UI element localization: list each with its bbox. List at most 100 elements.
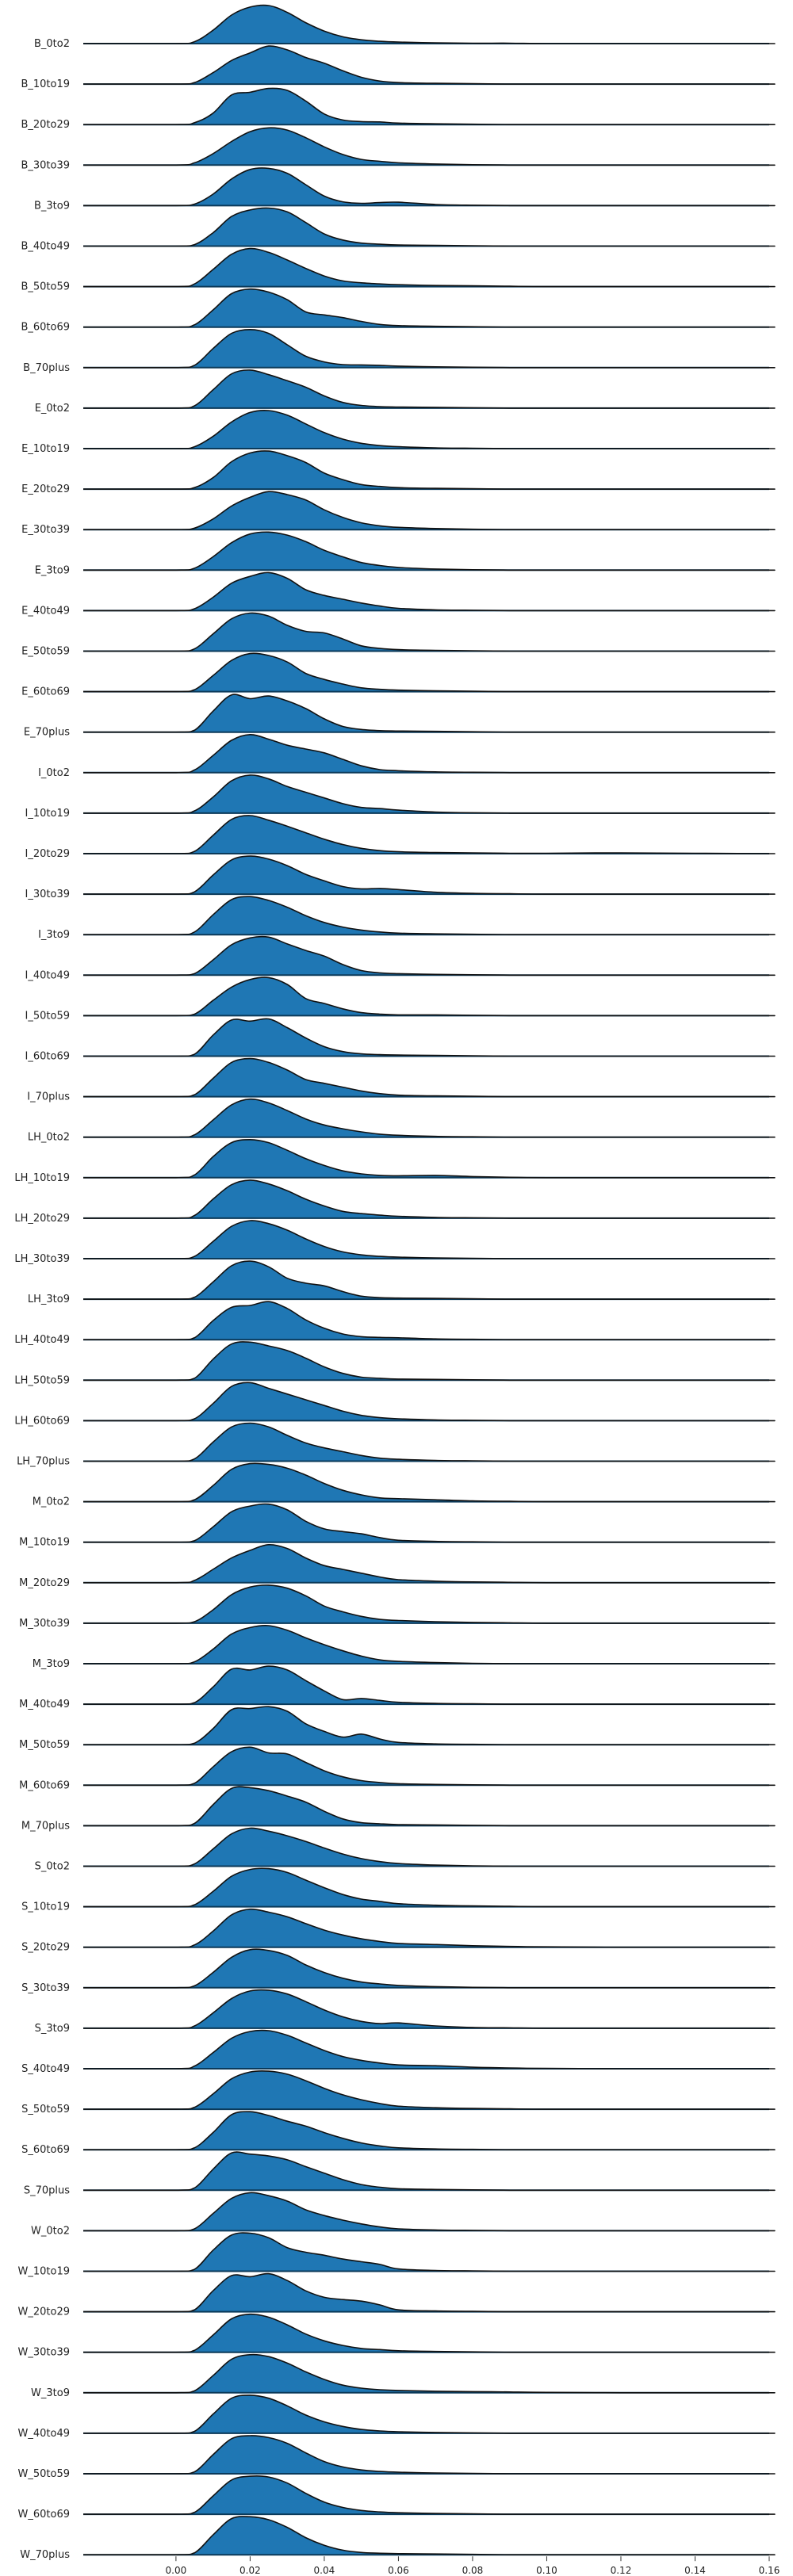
ridge-label: I_60to69 xyxy=(25,1051,70,1063)
ridge-row: M_0to2 xyxy=(33,1462,776,1508)
ridge-outline xyxy=(83,2313,776,2353)
ridge-outline xyxy=(82,612,776,652)
ridge-row: LH_70plus xyxy=(17,1422,776,1468)
ridge-label: LH_10to19 xyxy=(14,1172,70,1184)
ridge-label: M_3to9 xyxy=(33,1658,70,1670)
x-tick-label: 0.16 xyxy=(759,2565,780,2576)
ridge-area xyxy=(83,2516,775,2555)
ridge-outline xyxy=(82,896,776,936)
ridge-label: S_70plus xyxy=(24,2184,70,2196)
ridge-row: I_20to29 xyxy=(25,815,776,860)
ridge-row: W_40to49 xyxy=(18,2394,776,2440)
ridge-row: S_0to2 xyxy=(35,1827,776,1873)
ridge-outline xyxy=(82,1706,776,1746)
ridge-outline xyxy=(82,329,776,369)
ridge-outline xyxy=(82,1543,776,1584)
ridge-outline xyxy=(82,1179,776,1219)
ridge-area xyxy=(83,289,775,327)
ridge-area xyxy=(83,1382,775,1421)
ridge-outline xyxy=(83,531,776,571)
ridge-row: I_3to9 xyxy=(38,896,776,941)
ridge-area xyxy=(83,2233,775,2272)
ridge-area xyxy=(83,1301,775,1340)
ridge-label: W_60to69 xyxy=(18,2509,71,2521)
ridge-label: E_70plus xyxy=(24,727,70,739)
ridge-area xyxy=(83,167,775,206)
ridge-outline xyxy=(83,167,776,207)
ridge-outline xyxy=(83,977,776,1017)
ridge-label: E_20to29 xyxy=(21,483,70,495)
ridge-outline xyxy=(83,733,776,774)
ridge-label: B_60to69 xyxy=(21,322,70,334)
ridge-label: W_30to39 xyxy=(18,2347,71,2359)
ridge-outline xyxy=(83,1908,776,1948)
ridge-label: B_40to49 xyxy=(21,241,70,253)
ridge-row: E_20to29 xyxy=(21,450,776,495)
ridge-row: E_10to19 xyxy=(21,409,776,455)
ridge-row: I_30to39 xyxy=(25,855,776,900)
ridge-outline xyxy=(83,1018,776,1057)
ridge-area xyxy=(83,46,775,85)
ridge-outline xyxy=(83,1462,776,1503)
ridge-row: I_60to69 xyxy=(25,1018,776,1063)
ridge-label: LH_3to9 xyxy=(28,1294,70,1305)
ridge-outline xyxy=(83,247,776,288)
ridge-row: E_0to2 xyxy=(35,369,776,415)
ridge-area xyxy=(83,1504,775,1542)
ridge-outline xyxy=(82,2232,776,2272)
ridge-area xyxy=(83,1179,775,1218)
ridge-outline xyxy=(83,1989,776,2029)
ridge-area xyxy=(83,1058,775,1097)
ridge-label: M_20to29 xyxy=(19,1577,70,1589)
ridge-row: W_50to59 xyxy=(18,2435,776,2480)
ridge-row: B_70plus xyxy=(23,329,776,374)
ridge-label: E_60to69 xyxy=(21,686,70,698)
ridge-label: LH_40to49 xyxy=(14,1334,70,1346)
ridge-label: E_40to49 xyxy=(21,605,70,617)
ridge-outline xyxy=(83,288,776,328)
ridge-area xyxy=(83,1868,775,1907)
ridge-area xyxy=(83,2394,775,2433)
ridge-row: W_60to69 xyxy=(18,2475,776,2521)
x-tick-label: 0.10 xyxy=(536,2565,557,2576)
ridge-outline xyxy=(83,207,776,247)
ridge-outline xyxy=(83,1139,776,1179)
ridge-area xyxy=(83,1828,775,1867)
ridge-row: S_50to59 xyxy=(21,2070,776,2115)
ridge-row: B_40to49 xyxy=(21,207,776,253)
ridge-outline xyxy=(83,4,776,44)
ridge-area xyxy=(83,5,775,44)
ridge-row: B_60to69 xyxy=(21,288,776,334)
ridge-outline xyxy=(83,2029,776,2070)
ridge-label: E_3to9 xyxy=(35,564,70,576)
ridge-area xyxy=(83,1949,775,1988)
ridge-area xyxy=(83,1989,775,2028)
ridge-row: S_70plus xyxy=(24,2151,776,2196)
ridge-label: S_10to19 xyxy=(21,1901,70,1913)
ridge-row: LH_40to49 xyxy=(14,1301,776,1346)
ridge-outline xyxy=(82,2111,776,2151)
ridge-row: B_30to39 xyxy=(21,127,776,171)
ridge-outline xyxy=(83,1867,776,1908)
ridge-row: M_3to9 xyxy=(33,1625,776,1670)
ridge-row: I_40to49 xyxy=(25,935,776,981)
ridge-row: S_30to39 xyxy=(21,1948,776,1994)
ridge-area xyxy=(83,572,775,611)
ridge-label: LH_70plus xyxy=(17,1456,70,1468)
ridge-label: M_40to49 xyxy=(19,1699,70,1710)
ridge-label: I_40to49 xyxy=(25,969,70,981)
ridge-row: LH_3to9 xyxy=(28,1260,776,1305)
ridge-area xyxy=(83,2152,775,2191)
x-tick-label: 0.00 xyxy=(166,2565,187,2576)
ridge-outline xyxy=(82,2353,776,2394)
ridge-area xyxy=(83,2314,775,2352)
ridge-outline xyxy=(83,652,776,693)
ridge-label: LH_50to59 xyxy=(14,1374,70,1386)
ridge-label: I_30to39 xyxy=(25,889,70,900)
ridge-row: E_30to39 xyxy=(21,491,776,536)
ridge-row: I_0to2 xyxy=(38,733,776,779)
ridge-row: S_40to49 xyxy=(21,2029,776,2075)
ridge-label: I_70plus xyxy=(27,1091,70,1103)
ridge-area xyxy=(83,410,775,449)
